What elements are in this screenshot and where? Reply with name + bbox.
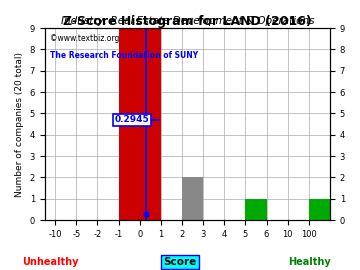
Bar (182, 177, 203, 220)
Text: 0.2945: 0.2945 (115, 115, 150, 124)
Text: The Research Foundation of SUNY: The Research Foundation of SUNY (50, 51, 198, 60)
Text: Unhealthy: Unhealthy (22, 257, 78, 267)
Bar (246, 199, 266, 220)
Bar (118, 28, 161, 220)
Title: Z-Score Histogram for LAND (2016): Z-Score Histogram for LAND (2016) (63, 15, 312, 28)
Text: Industry: Real Estate Development & Operations: Industry: Real Estate Development & Oper… (60, 16, 314, 26)
Bar (309, 199, 330, 220)
Text: Score: Score (163, 257, 197, 267)
Text: ©www.textbiz.org: ©www.textbiz.org (50, 34, 120, 43)
Text: Healthy: Healthy (288, 257, 331, 267)
Y-axis label: Number of companies (20 total): Number of companies (20 total) (15, 52, 24, 197)
